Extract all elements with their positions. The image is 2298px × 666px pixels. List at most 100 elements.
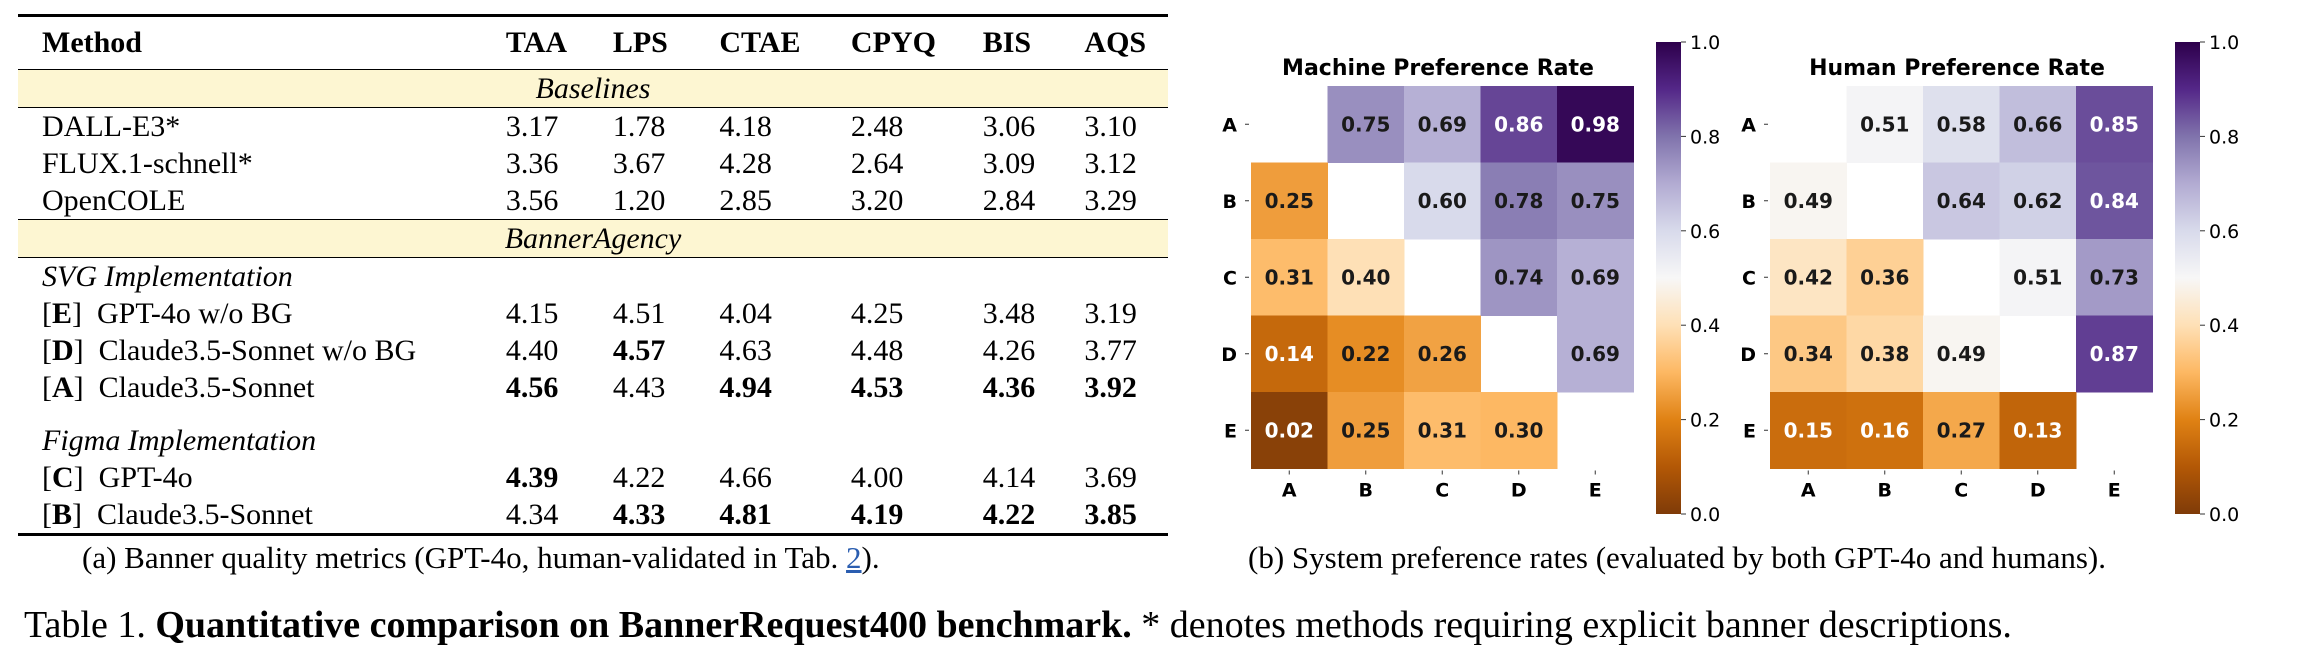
cell-value: 0.87 [2090,342,2139,366]
section-banneragency: BannerAgency [18,219,1168,258]
cell-value: 0.75 [1341,112,1390,136]
heatmap-cell [1404,86,1481,163]
heatmap-cell [1557,315,1634,393]
cell-value: 0.64 [1937,189,1986,213]
colorbar-tick-label: 1.0 [2209,32,2239,54]
colorbar-tick-label: 1.0 [1690,32,1720,54]
metric-cell: 4.33 [612,498,666,531]
heatmap-cell [1846,239,1924,316]
metric-cell: 4.26 [982,334,1036,367]
metric-cell: 4.04 [719,297,772,330]
metric-cell: 4.22 [982,498,1036,531]
heatmap-cell [1327,86,1405,163]
heatmap-cell [1557,239,1634,316]
method-name: [C] GPT-4o [42,461,193,494]
colorbar-tick-label: 0.2 [1690,410,1720,432]
metrics-table: Method TAA LPS CTAE CPYQ BIS AQS Baselines DALL-… [18,14,1168,536]
column-header: CPYQ [850,26,936,59]
heatmap-cell [1327,392,1405,469]
metric-cell: 4.39 [505,461,559,494]
metric-cell: 3.92 [1084,371,1137,404]
cell-value: 0.42 [1784,265,1833,289]
heatmap-cell [1480,239,1558,316]
cell-value: 0.31 [1418,418,1467,442]
row-label: C [1742,267,1756,289]
metric-cell: 4.48 [850,334,904,367]
cell-value: 0.27 [1937,418,1986,442]
heatmap-cell [1480,86,1558,163]
col-label: C [1954,480,1968,502]
method-name: [D] Claude3.5-Sonnet w/o BG [42,334,417,367]
column-header: AQS [1084,26,1147,59]
colorbar-tick-label: 0.0 [1690,504,1720,526]
heatmap-cell [1923,392,2000,469]
heatmap-cell [1557,162,1634,240]
subsection-svg: SVG Implementation [18,258,1168,296]
table-header-row: Method TAA LPS CTAE CPYQ BIS AQS [18,15,1168,70]
metric-cell: 3.17 [505,110,559,143]
metric-cell: 3.20 [850,184,904,217]
section-baselines: Baselines [18,69,1168,108]
metric-cell: 4.94 [719,371,772,404]
column-header: CTAE [719,26,801,59]
metric-cell: 1.20 [612,184,666,217]
cell-value: 0.38 [1860,342,1909,366]
method-name: DALL-E3* [42,110,181,143]
colorbar-tick-label: 0.0 [2209,504,2239,526]
col-label: E [2108,480,2121,502]
colorbar-tick-label: 0.2 [2209,410,2239,432]
subsection-label: SVG Implementation [42,260,293,293]
colorbar [1656,42,1681,514]
cell-value: 0.75 [1571,189,1620,213]
metric-cell: 4.81 [719,498,772,531]
cell-value: 0.69 [1571,342,1620,366]
heatmap-cell [1999,86,2077,163]
metric-cell: 4.40 [505,334,559,367]
heatmap-cell [1999,392,2077,469]
metric-cell: 4.51 [612,297,666,330]
caption-b: (b) System preference rates (evaluated b… [1248,540,2106,575]
table-row: [C] GPT-4o 4.39 4.22 4.66 4.00 4.14 3.69 [18,459,1168,496]
preference-heatmaps: Machine Preference Rate 0.75 0.69 0.86 0.98 0… [1221,32,2239,526]
cell-value: 0.16 [1860,418,1909,442]
metric-cell: 3.77 [1084,334,1137,367]
cell-value: 0.14 [1265,342,1314,366]
cell-value: 0.73 [2090,265,2139,289]
heatmap-title: Human Preference Rate [1809,56,2105,81]
colorbar-tick-label: 0.8 [2209,126,2239,148]
metric-cell: 4.14 [982,461,1036,494]
table-row: [B] Claude3.5-Sonnet 4.34 4.33 4.81 4.19 4.22… [18,496,1168,535]
column-header: TAA [505,26,568,59]
heatmap-cell [1999,239,2077,316]
metric-cell: 2.85 [719,184,772,217]
cell-value: 0.69 [1571,265,1620,289]
row-label: B [1742,191,1756,213]
col-label: B [1359,480,1373,502]
method-name: [E] GPT-4o w/o BG [42,297,293,330]
cell-value: 0.60 [1418,189,1467,213]
metric-cell: 4.56 [505,371,559,404]
heatmap-cell [1846,392,1924,469]
metric-cell: 4.66 [719,461,772,494]
metric-cell: 4.00 [850,461,904,494]
cell-value: 0.78 [1494,189,1543,213]
row-label: C [1223,267,1237,289]
col-label: C [1435,480,1449,502]
heatmap-cell [1251,239,1328,316]
colorbar [2175,42,2200,514]
cell-value: 0.49 [1784,189,1833,213]
section-label: Baselines [18,69,1168,108]
heatmap-cell [1923,86,2000,163]
table-row: OpenCOLE 3.56 1.20 2.85 3.20 2.84 3.29 [18,182,1168,220]
table-ref-link[interactable]: 2 [846,540,862,575]
method-name: [A] Claude3.5-Sonnet [42,371,315,404]
cell-value: 0.49 [1937,342,1986,366]
cell-value: 0.25 [1341,418,1390,442]
method-tag: C [52,461,74,494]
method-tag: E [52,297,73,330]
method-name: FLUX.1-schnell* [42,147,253,180]
column-header: LPS [612,26,668,59]
cell-value: 0.98 [1571,112,1620,136]
col-label: E [1589,480,1602,502]
cell-value: 0.15 [1784,418,1833,442]
